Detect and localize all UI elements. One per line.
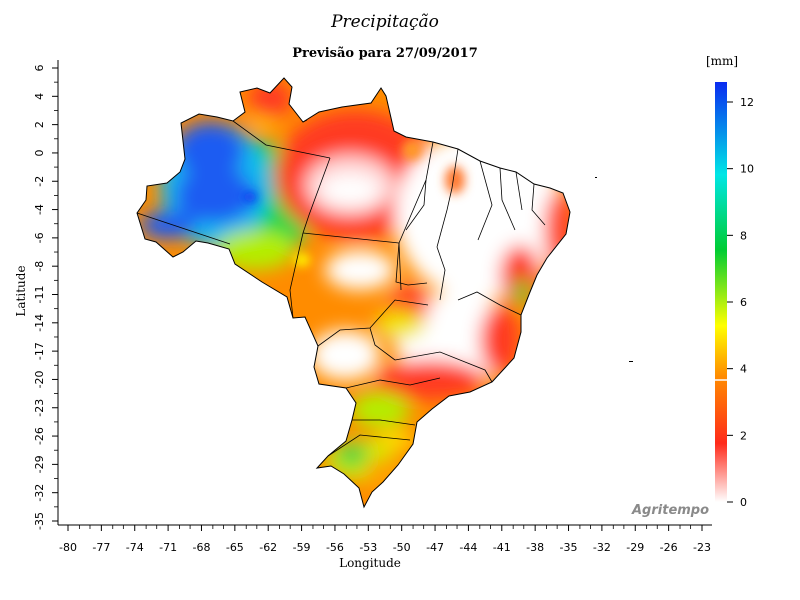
colorbar-ticks: 0 2 4 6 8 10 12 — [727, 96, 754, 509]
x-tick-label: -32 — [593, 541, 611, 554]
y-tick-label: -6 — [33, 232, 46, 243]
colorbar-unit: [mm] — [705, 54, 739, 68]
x-tick-label: -77 — [92, 541, 110, 554]
y-tick-label: -17 — [33, 342, 46, 360]
ocean-islands — [595, 177, 633, 362]
colorbar-tick-label: 10 — [740, 163, 754, 176]
x-tick-label: -53 — [359, 541, 377, 554]
x-tick-label: -56 — [326, 541, 344, 554]
y-tick-label: -8 — [33, 261, 46, 272]
x-tick-label: -59 — [293, 541, 311, 554]
x-tick-label: -23 — [693, 541, 711, 554]
state-borders — [136, 119, 546, 457]
y-tick-label: 4 — [33, 93, 46, 100]
y-tick-label: -23 — [33, 399, 46, 417]
x-tick-label: -50 — [393, 541, 411, 554]
x-axis-ticks: -80 -77 -74 -71 -68 -65 -62 -59 -56 -53 -50 -47 -44 -… — [59, 525, 711, 554]
chart-subtitle: Previsão para 27/09/2017 — [292, 46, 478, 61]
x-tick-label: -29 — [626, 541, 644, 554]
colorbar-tick-label: 12 — [740, 96, 754, 109]
precipitation-field — [137, 78, 570, 507]
axes — [57, 60, 712, 526]
x-tick-label: -47 — [426, 541, 444, 554]
y-tick-label: -32 — [33, 484, 46, 502]
x-tick-label: -68 — [192, 541, 210, 554]
chart-title: Precipitação — [331, 12, 439, 32]
x-tick-label: -41 — [493, 541, 511, 554]
colorbar-tick-label: 0 — [740, 496, 747, 509]
y-tick-label: 0 — [33, 149, 46, 156]
y-tick-label: 2 — [33, 121, 46, 128]
x-tick-label: -80 — [59, 541, 77, 554]
x-tick-label: -44 — [459, 541, 477, 554]
x-tick-label: -71 — [159, 541, 177, 554]
x-axis-label: Longitude — [339, 556, 401, 570]
y-axis-ticks: 6 4 2 0 -2 -4 -6 -8 -11 -14 -17 -20 -23 -26 -29 -32 -35 — [33, 65, 58, 530]
colorbar-tick-label: 8 — [740, 229, 747, 242]
colorbar-tick-label: 6 — [740, 296, 747, 309]
y-tick-label: -20 — [33, 370, 46, 388]
y-tick-label: -11 — [33, 286, 46, 304]
y-tick-label: -2 — [33, 176, 46, 187]
watermark-logo: Agritempo — [632, 503, 710, 518]
x-tick-label: -26 — [660, 541, 678, 554]
y-tick-label: 6 — [33, 65, 46, 72]
colorbar-tick-label: 4 — [740, 363, 747, 376]
x-tick-label: -38 — [526, 541, 544, 554]
y-tick-label: -4 — [33, 204, 46, 215]
y-tick-label: -14 — [33, 314, 46, 332]
x-tick-label: -35 — [560, 541, 578, 554]
y-tick-label: -35 — [33, 512, 46, 530]
y-tick-label: -29 — [33, 455, 46, 473]
colorbar-tick-label: 2 — [740, 429, 747, 442]
y-tick-label: -26 — [33, 427, 46, 445]
x-tick-label: -65 — [226, 541, 244, 554]
colorbar — [715, 82, 727, 502]
x-tick-label: -74 — [126, 541, 144, 554]
x-tick-label: -62 — [259, 541, 277, 554]
